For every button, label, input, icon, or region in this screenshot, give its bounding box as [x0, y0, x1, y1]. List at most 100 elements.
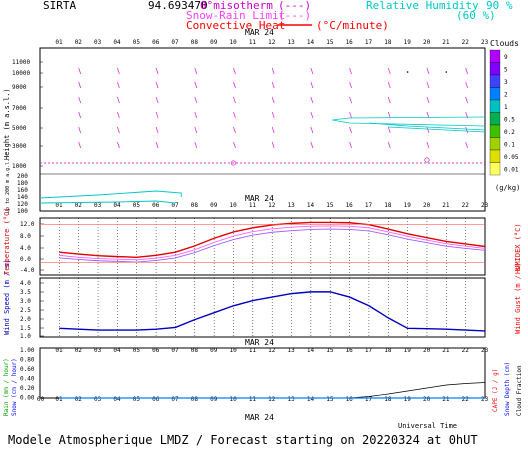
- height-tick-label: 100: [17, 208, 28, 215]
- hour-tick-label: 10: [229, 396, 237, 403]
- wind-barb: [194, 111, 198, 119]
- hour-tick-label: 22: [462, 347, 470, 354]
- y-tick-label: 3.0: [20, 298, 31, 305]
- y-tick-label: 1.5: [20, 325, 31, 332]
- hour-tick-label: 14: [307, 202, 315, 209]
- hour-tick-label: 16: [346, 202, 354, 209]
- wind-barb: [465, 81, 469, 89]
- hour-tick-label: 16: [346, 347, 354, 354]
- legend-zero-isotherm: 0°misotherm: [200, 0, 273, 12]
- wind-barb: [117, 111, 120, 119]
- legend-rh-90: 90 %: [486, 0, 513, 12]
- hour-tick-label: 21: [442, 396, 450, 403]
- hour-tick-label: 19: [404, 202, 412, 209]
- series-line: [59, 225, 486, 261]
- wind-barb: [233, 141, 236, 149]
- wind-barb: [426, 141, 430, 149]
- wind-barb: [310, 67, 314, 75]
- wind-barb: [271, 96, 275, 104]
- hour-tick-label: 02: [75, 39, 83, 46]
- hour-tick-label: 02: [75, 347, 83, 354]
- hour-tick-label: 13: [288, 202, 296, 209]
- hour-tick-label: 23: [481, 347, 489, 354]
- station-coords: 94.693470: [148, 0, 208, 12]
- wind-barb: [426, 111, 430, 119]
- hour-tick-label: 00: [37, 396, 45, 403]
- hour-tick-label: 21: [442, 39, 450, 46]
- hour-tick-label: 19: [404, 347, 412, 354]
- colorbar-label: 0.5: [504, 117, 515, 124]
- hour-tick-label: 15: [326, 396, 334, 403]
- wind-barb: [194, 141, 198, 149]
- wind-barb: [426, 126, 430, 134]
- hour-tick-label: 05: [133, 202, 141, 209]
- hour-tick-label: 01: [55, 39, 63, 46]
- hour-tick-label: 09: [210, 202, 218, 209]
- hour-tick-label: 04: [113, 347, 121, 354]
- legend-snow-rain: Snow-Rain Limit: [186, 9, 285, 22]
- ylabel-snow: Snow (cm / hour): [11, 358, 18, 416]
- hour-tick-label: 16: [346, 396, 354, 403]
- wind-barb: [155, 141, 159, 149]
- wind-barb: [194, 81, 198, 89]
- hour-tick-label: 15: [326, 39, 334, 46]
- hour-tick-label: 20: [423, 202, 431, 209]
- wind-barb: [155, 126, 159, 134]
- wind-barb: [387, 96, 391, 104]
- wind-barb: [78, 126, 82, 134]
- wind-barb: [233, 96, 236, 104]
- colorbar-swatch: [489, 99, 501, 113]
- height-tick-label: 120: [17, 201, 28, 208]
- hour-tick-label: 13: [288, 396, 296, 403]
- wind-barb: [310, 96, 314, 104]
- legend-rh-label: Relative Humidity: [366, 0, 479, 12]
- station-name: SIRTA: [43, 0, 76, 12]
- hour-tick-label: 02: [75, 202, 83, 209]
- height-tick-label: 7000: [12, 105, 27, 112]
- hour-tick-label: 17: [365, 396, 373, 403]
- y-tick-label: 0.40: [20, 376, 35, 383]
- ylabel-wind-speed: Wind Speed (m / s): [3, 259, 11, 335]
- hour-tick-label: 21: [442, 202, 450, 209]
- hour-tick-label: 11: [249, 202, 257, 209]
- hour-tick-label: 12: [268, 347, 276, 354]
- hour-tick-label: 06: [152, 202, 160, 209]
- hour-tick-label: 03: [94, 202, 102, 209]
- colorbar-label: 1: [504, 104, 508, 111]
- hour-tick-label: 19: [404, 39, 412, 46]
- hour-tick-label: 15: [326, 347, 334, 354]
- ylabel-temperature: Temperature (°C): [3, 208, 11, 275]
- colorbar-label: 0.1: [504, 142, 515, 149]
- date-label-bottom: MAR 24: [245, 413, 274, 422]
- wind-barb: [349, 96, 352, 104]
- wind-barb: [233, 126, 236, 134]
- hour-tick-label: 20: [423, 396, 431, 403]
- marker-dot: [445, 71, 448, 73]
- wind-barb: [117, 67, 120, 75]
- height-tick-label: 140: [17, 194, 28, 201]
- y-tick-label: 0.80: [20, 357, 35, 364]
- legend-rh-60: (60 %): [456, 9, 496, 22]
- wind-barb: [117, 141, 120, 149]
- colorbar-swatch: [489, 87, 501, 101]
- hour-tick-label: 09: [210, 396, 218, 403]
- hour-tick-label: 04: [113, 39, 121, 46]
- colorbar-swatch: [489, 149, 501, 163]
- wind-barb: [349, 67, 352, 75]
- hour-tick-label: 01: [55, 202, 63, 209]
- wind-barb: [271, 111, 275, 119]
- hour-tick-label: 23: [481, 202, 489, 209]
- footer-caption: Modele Atmospherique LMDZ / Forecast sta…: [8, 433, 478, 447]
- hour-tick-label: 08: [191, 396, 199, 403]
- wind-barb: [194, 96, 198, 104]
- hour-tick-label: 11: [249, 39, 257, 46]
- hour-tick-label: 17: [365, 202, 373, 209]
- wind-panel-frame: [39, 277, 486, 338]
- hour-tick-label: 18: [384, 347, 392, 354]
- colorbar-label: 9: [504, 54, 508, 61]
- wind-barb: [271, 126, 275, 134]
- wind-barb: [78, 81, 82, 89]
- wind-barb: [78, 111, 82, 119]
- wind-barb: [155, 81, 159, 89]
- hour-tick-label: 07: [171, 39, 179, 46]
